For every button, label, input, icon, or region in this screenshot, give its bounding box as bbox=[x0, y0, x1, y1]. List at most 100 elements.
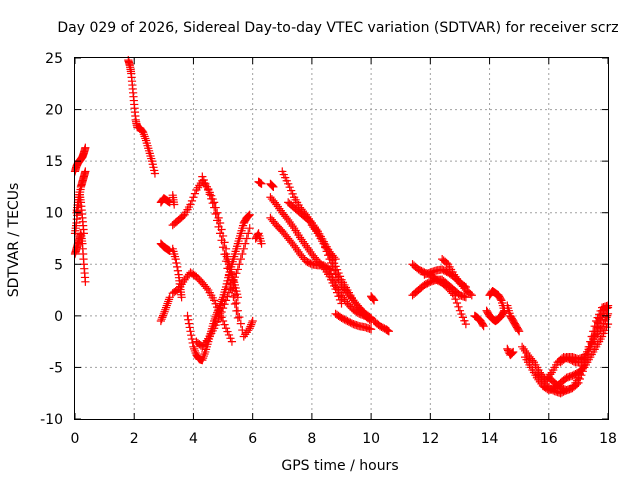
data-point bbox=[441, 266, 450, 276]
data-point bbox=[362, 312, 371, 321]
data-point bbox=[187, 331, 196, 340]
data-point bbox=[224, 330, 234, 340]
data-point bbox=[221, 282, 231, 292]
data-point bbox=[344, 317, 354, 326]
data-point bbox=[568, 371, 577, 380]
y-tick-label: 25 bbox=[45, 51, 63, 67]
data-point bbox=[215, 311, 225, 320]
data-point bbox=[248, 316, 257, 326]
data-point bbox=[338, 314, 348, 323]
data-point bbox=[586, 342, 595, 351]
data-point bbox=[186, 327, 195, 336]
data-point bbox=[257, 239, 266, 248]
x-tick-label: 8 bbox=[307, 431, 316, 447]
data-point bbox=[245, 224, 254, 233]
data-point bbox=[184, 319, 194, 328]
data-point bbox=[324, 264, 333, 273]
x-tick-labels: 0 2 4 6 8 10 12 14 16 18 bbox=[71, 431, 617, 447]
data-point bbox=[596, 315, 605, 324]
data-point bbox=[233, 265, 242, 274]
data-points bbox=[70, 55, 613, 398]
data-point bbox=[304, 258, 314, 267]
data-point bbox=[279, 170, 288, 179]
data-point bbox=[232, 306, 241, 316]
data-point bbox=[230, 299, 239, 309]
data-point bbox=[343, 316, 352, 326]
data-point bbox=[335, 272, 345, 281]
data-point bbox=[549, 386, 558, 395]
data-point bbox=[235, 260, 244, 269]
data-point bbox=[275, 224, 284, 233]
data-point bbox=[187, 196, 197, 205]
data-point bbox=[369, 295, 378, 304]
data-point bbox=[221, 324, 231, 333]
data-point bbox=[267, 181, 277, 190]
data-point bbox=[343, 299, 352, 308]
data-point bbox=[210, 324, 219, 333]
data-point bbox=[236, 319, 245, 328]
data-point bbox=[189, 193, 198, 202]
data-point bbox=[417, 266, 426, 276]
data-point bbox=[185, 323, 194, 332]
data-point bbox=[244, 212, 253, 221]
data-point bbox=[213, 208, 222, 217]
x-tick-label: 16 bbox=[540, 431, 558, 447]
data-point bbox=[138, 127, 147, 136]
y-tick-label: -10 bbox=[40, 412, 63, 428]
data-point bbox=[578, 362, 587, 371]
data-point bbox=[569, 370, 579, 380]
data-point bbox=[184, 315, 193, 324]
data-point bbox=[544, 383, 553, 393]
data-point bbox=[597, 332, 607, 341]
data-point bbox=[365, 314, 374, 323]
data-point bbox=[79, 229, 88, 238]
data-point bbox=[230, 280, 239, 290]
data-point bbox=[595, 310, 604, 319]
data-point bbox=[599, 329, 608, 338]
data-point bbox=[415, 266, 425, 275]
data-point bbox=[287, 186, 296, 195]
y-tick-label: 15 bbox=[45, 154, 63, 170]
data-point bbox=[461, 293, 470, 302]
data-point bbox=[170, 200, 179, 209]
data-point bbox=[508, 348, 517, 357]
x-tick-label: 2 bbox=[130, 431, 139, 447]
data-point bbox=[235, 313, 244, 322]
data-point bbox=[196, 341, 205, 350]
data-point bbox=[233, 290, 242, 299]
data-point bbox=[461, 320, 470, 329]
data-point bbox=[285, 183, 294, 192]
data-point bbox=[306, 217, 315, 226]
data-point bbox=[460, 316, 469, 325]
data-point bbox=[190, 189, 200, 198]
data-point bbox=[220, 320, 229, 329]
data-point bbox=[353, 308, 362, 317]
data-point bbox=[439, 266, 448, 275]
data-point bbox=[509, 347, 518, 357]
data-point bbox=[233, 313, 242, 323]
data-point bbox=[204, 185, 213, 195]
data-point bbox=[503, 344, 512, 353]
x-tick-label: 12 bbox=[421, 431, 439, 447]
data-point bbox=[332, 265, 342, 274]
data-point bbox=[227, 337, 237, 346]
data-point bbox=[193, 274, 202, 283]
data-point bbox=[218, 304, 228, 313]
data-point bbox=[442, 258, 451, 268]
data-point bbox=[329, 276, 339, 286]
data-point bbox=[183, 311, 192, 320]
data-point bbox=[284, 179, 293, 188]
data-point bbox=[218, 316, 228, 326]
data-point bbox=[223, 327, 232, 336]
data-point bbox=[233, 293, 242, 302]
data-point bbox=[454, 302, 463, 311]
data-point bbox=[201, 179, 210, 188]
data-point bbox=[325, 265, 334, 274]
data-point bbox=[150, 169, 160, 178]
data-point bbox=[590, 322, 599, 331]
data-point bbox=[231, 283, 240, 293]
data-point bbox=[546, 384, 555, 393]
data-point bbox=[334, 268, 343, 278]
data-point bbox=[346, 302, 355, 311]
